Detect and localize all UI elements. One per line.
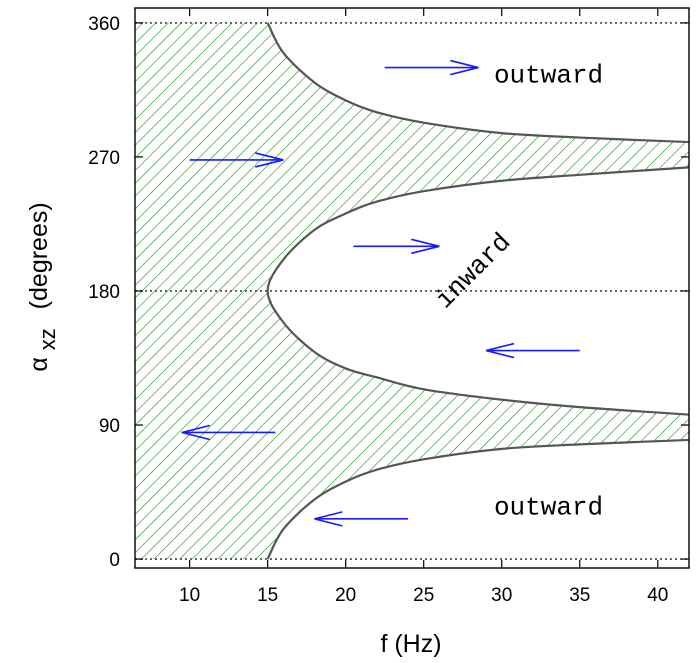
y-axis-title-symbol: α (25, 357, 53, 371)
axis-ticks: 10 15 20 25 30 35 40 0 90 180 270 360 (88, 8, 689, 606)
direction-arrows (181, 59, 580, 527)
arrow-left (314, 511, 409, 527)
x-axis-title: f (Hz) (380, 630, 441, 658)
y-axis-title-unit: (degrees) (25, 202, 53, 309)
plot-frame (134, 7, 690, 569)
arrow-right (353, 238, 440, 255)
boundary-curve-upper (266, 22, 689, 144)
x-tick-label: 30 (491, 585, 512, 606)
y-tick-label: 360 (88, 14, 120, 35)
arrow-right (189, 152, 284, 168)
region-label-outward: outward (494, 60, 603, 90)
shaded-region (135, 22, 689, 560)
arrow-right (384, 59, 479, 76)
shaded-region-lower (135, 290, 689, 560)
y-axis-title: α xz (degrees) (25, 202, 61, 371)
y-axis-title-subscript: xz (35, 328, 60, 350)
x-tick-label: 25 (413, 585, 434, 606)
boundary-curve-middle (266, 166, 689, 416)
x-tick-label: 15 (257, 585, 278, 606)
x-tick-label: 20 (335, 585, 356, 606)
svg-text:α xz (degrees): α xz (degrees) (25, 202, 61, 371)
shaded-region-upper (135, 22, 689, 291)
region-label-inward: inward (430, 227, 517, 314)
arrow-left (181, 424, 276, 441)
plot-border (134, 7, 690, 569)
y-tick-label: 90 (99, 416, 120, 437)
x-tick-label: 35 (569, 585, 590, 606)
boundary-curve-lower (266, 438, 689, 560)
x-tick-label: 10 (179, 585, 200, 606)
boundary-curves (266, 22, 689, 560)
y-tick-label: 270 (88, 148, 120, 169)
y-tick-label: 0 (109, 550, 120, 571)
reference-lines (135, 22, 689, 560)
arrow-left (485, 342, 580, 359)
x-tick-label: 40 (647, 585, 668, 606)
region-label-outward: outward (494, 492, 603, 522)
y-tick-label: 180 (88, 282, 120, 303)
